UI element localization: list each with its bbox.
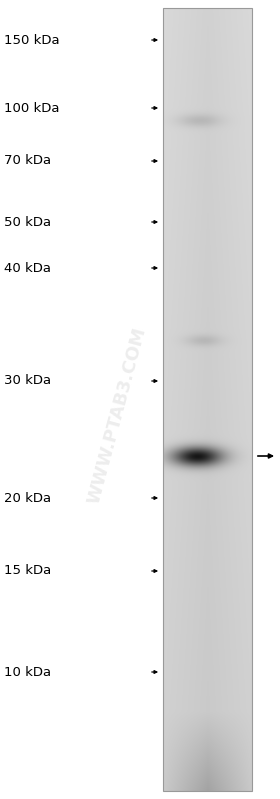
Text: 20 kDa: 20 kDa — [4, 491, 51, 504]
Text: 50 kDa: 50 kDa — [4, 216, 51, 229]
Text: 150 kDa: 150 kDa — [4, 34, 60, 46]
Text: 10 kDa: 10 kDa — [4, 666, 51, 678]
Text: 30 kDa: 30 kDa — [4, 375, 51, 388]
Text: 100 kDa: 100 kDa — [4, 101, 59, 114]
Text: WWW.PTAB3.COM: WWW.PTAB3.COM — [85, 325, 150, 506]
Bar — [163, 8, 252, 791]
Text: 70 kDa: 70 kDa — [4, 154, 51, 168]
Text: 40 kDa: 40 kDa — [4, 261, 51, 275]
Text: 15 kDa: 15 kDa — [4, 565, 51, 578]
